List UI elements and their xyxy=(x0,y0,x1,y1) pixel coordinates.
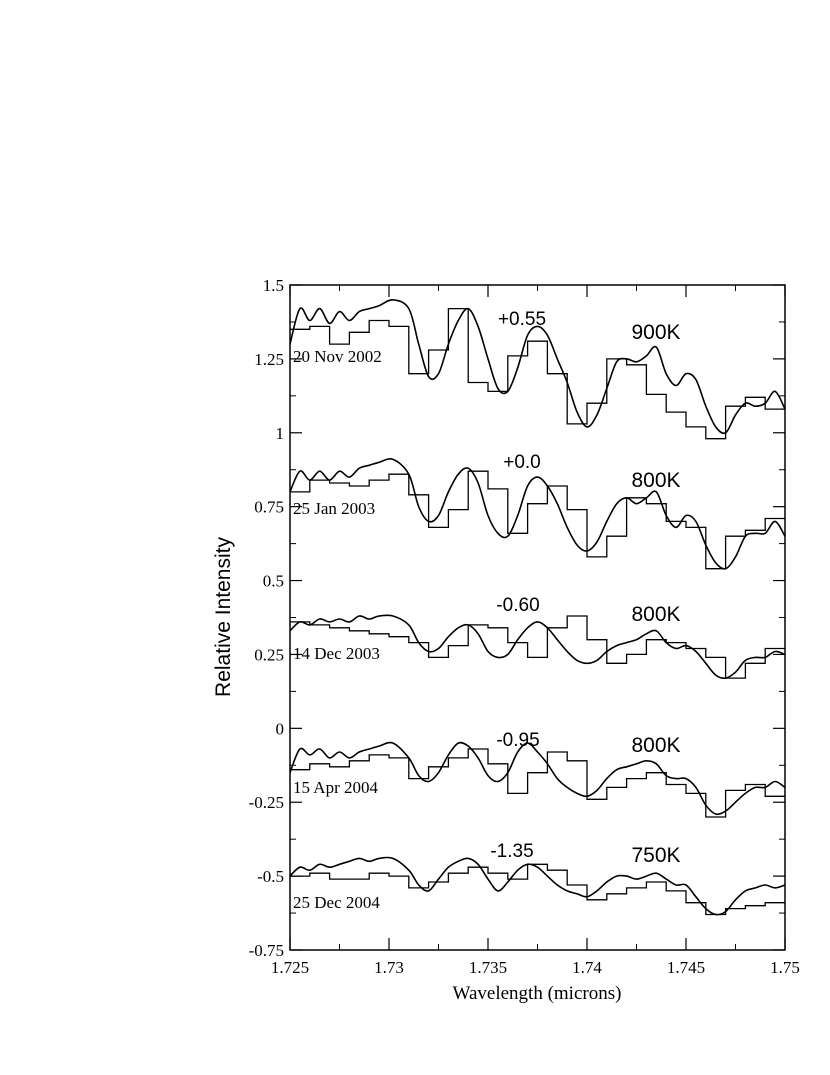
model-curve-2 xyxy=(289,458,786,570)
date-label: 15 Apr 2004 xyxy=(293,778,379,797)
observed-histogram-5 xyxy=(290,863,785,916)
axis-tick-labels: 1.725 1.73 1.735 1.74 1.745 1.75 1.5 1.25 1 0.75 0… xyxy=(249,276,800,977)
date-label: 25 Dec 2004 xyxy=(293,893,380,912)
plot-content xyxy=(289,298,786,916)
observed-histogram-2 xyxy=(290,470,785,570)
y-tick-label: -0.5 xyxy=(257,867,284,886)
offset-label: -0.95 xyxy=(496,730,539,751)
y-tick-label: 1.25 xyxy=(254,350,284,369)
observed-histogram-3 xyxy=(290,615,785,679)
model-curve-1 xyxy=(289,298,786,435)
x-tick-label: 1.74 xyxy=(572,958,602,977)
y-tick-label: 0.75 xyxy=(254,498,284,517)
x-tick-label: 1.75 xyxy=(770,958,800,977)
date-label: 20 Nov 2002 xyxy=(293,347,382,366)
temperature-label: 800K xyxy=(631,469,680,492)
y-tick-label: 0 xyxy=(276,719,285,738)
x-tick-label: 1.73 xyxy=(374,958,404,977)
x-tick-label: 1.745 xyxy=(667,958,705,977)
temperature-label: 900K xyxy=(631,321,680,344)
y-axis-title: Relative Intensity xyxy=(212,537,235,697)
date-label: 14 Dec 2003 xyxy=(293,644,380,663)
temperature-label: 750K xyxy=(631,844,680,867)
y-tick-label: 0.5 xyxy=(263,572,284,591)
temperature-label: 800K xyxy=(631,603,680,626)
temperature-label: 800K xyxy=(631,734,680,757)
model-curve-4 xyxy=(289,741,786,816)
observed-histogram-4 xyxy=(290,748,785,818)
x-axis-title: Wavelength (microns) xyxy=(453,983,622,1004)
date-label: 25 Jan 2003 xyxy=(293,499,375,518)
offset-label: +0.55 xyxy=(498,309,546,330)
y-tick-label: 1 xyxy=(276,424,285,443)
y-tick-label: -0.75 xyxy=(249,941,284,960)
offset-label: -1.35 xyxy=(490,841,533,862)
x-tick-label: 1.735 xyxy=(469,958,507,977)
y-tick-label: 0.25 xyxy=(254,645,284,664)
model-curve-3 xyxy=(289,614,786,680)
plot-frame xyxy=(289,284,786,951)
y-tick-label: -0.25 xyxy=(249,793,284,812)
offset-label: +0.0 xyxy=(503,452,541,473)
annotations: +0.55 900K 20 Nov 2002 +0.0 800K 25 Jan 2003 -… xyxy=(293,309,681,912)
offset-label: -0.60 xyxy=(496,595,539,616)
observed-histogram-1 xyxy=(290,307,785,440)
model-curve-5 xyxy=(289,856,786,916)
y-tick-label: 1.5 xyxy=(263,276,284,295)
x-tick-label: 1.725 xyxy=(271,958,309,977)
